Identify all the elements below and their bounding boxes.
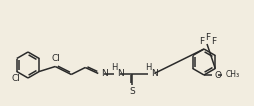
- Text: Cl: Cl: [52, 54, 60, 63]
- Text: F: F: [205, 33, 210, 42]
- Text: CH₃: CH₃: [225, 70, 239, 79]
- Text: S: S: [129, 87, 135, 96]
- Text: N: N: [117, 69, 123, 78]
- Text: H: H: [145, 63, 151, 72]
- Text: F: F: [211, 38, 216, 47]
- Text: H: H: [111, 63, 117, 72]
- Text: O: O: [214, 70, 221, 80]
- Text: F: F: [199, 36, 204, 45]
- Text: Cl: Cl: [11, 74, 20, 83]
- Text: N: N: [101, 69, 108, 78]
- Text: N: N: [151, 69, 157, 78]
